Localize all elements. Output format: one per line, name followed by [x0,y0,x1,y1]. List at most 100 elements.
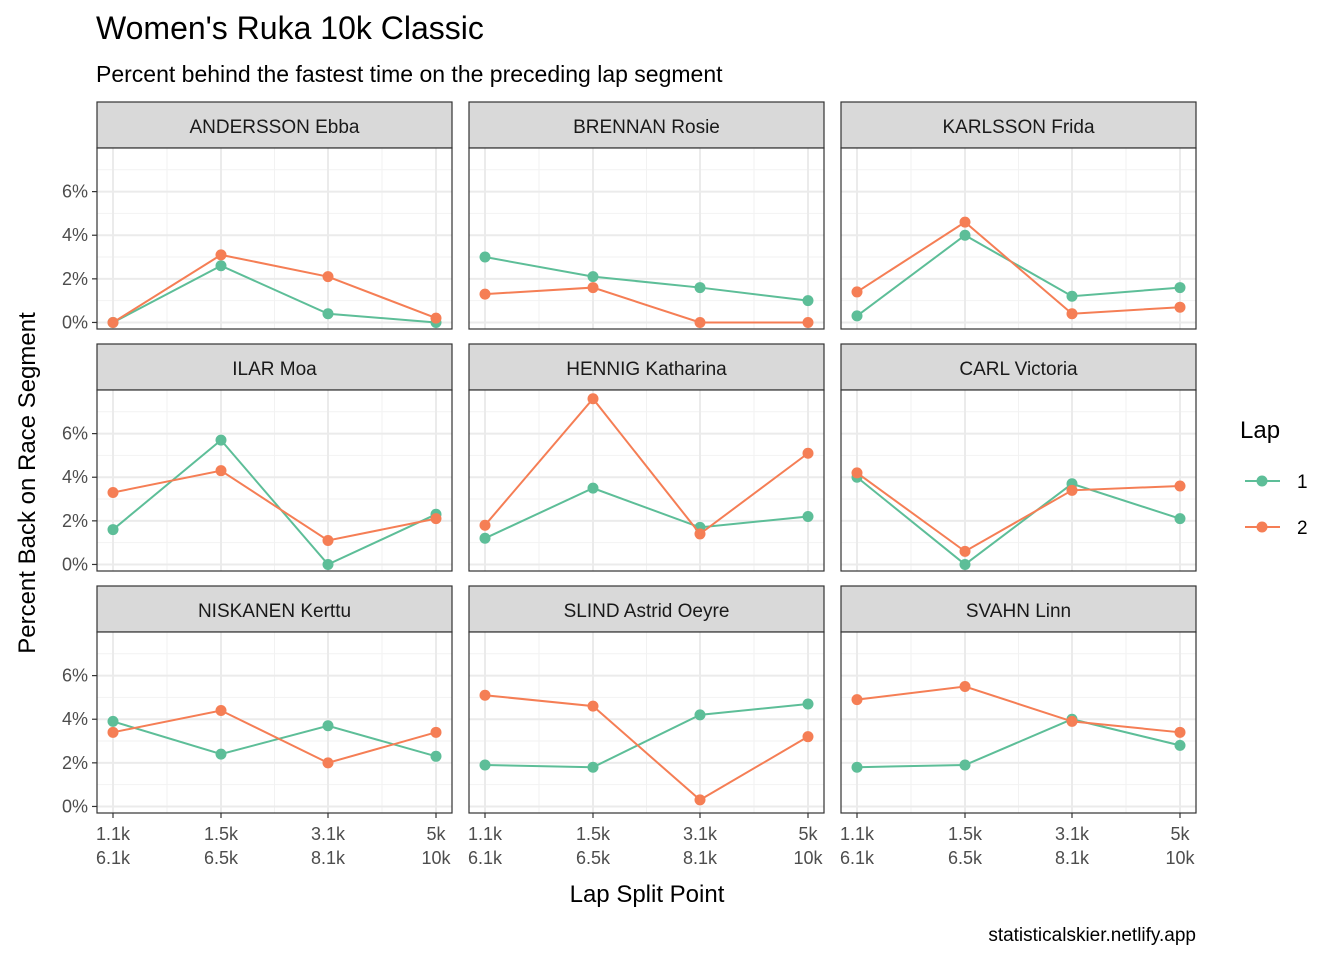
x-tick-label: 6.1k [96,848,131,868]
data-point-lap-1 [1066,290,1078,302]
data-point-lap-2 [215,465,227,477]
x-tick-label: 1.1k [96,824,131,844]
data-point-lap-2 [1066,308,1078,320]
series-line-lap-1 [856,476,1181,566]
data-point-lap-2 [107,726,119,738]
data-point-lap-2 [851,694,863,706]
data-point-lap-1 [959,558,971,570]
y-tick-label: 4% [62,225,88,245]
data-point-lap-2 [479,519,491,531]
panel-border [468,147,825,330]
data-point-lap-2 [215,249,227,261]
facet-panel: HENNIG Katharina [468,343,825,572]
panel-border [840,389,1197,572]
legend-entry-label: 2 [1297,518,1308,539]
data-point-lap-2 [959,216,971,228]
facet-strip [468,343,825,391]
y-tick-label: 6% [62,182,88,202]
facet-panels: ANDERSSON Ebba 0% 2% 4% 6% BRENNAN Rosie KARLS… [62,101,1197,868]
data-point-lap-1 [322,558,334,570]
legend-key-point [1256,475,1268,487]
x-tick-label: 5k [1170,824,1190,844]
data-point-lap-2 [1174,726,1186,738]
x-tick-label: 8.1k [311,848,346,868]
facet-strip [468,101,825,149]
facet-panel: NISKANEN Kerttu 0% 2% 4% 6% 1.1k 6.1k 1.5k 6.5k 3… [62,585,453,868]
x-tick-label: 3.1k [311,824,346,844]
x-tick-label: 10k [421,848,451,868]
data-point-lap-1 [587,271,599,283]
series-line-lap-1 [484,702,809,769]
facet-strip [96,343,453,391]
y-tick-label: 6% [62,424,88,444]
facet-panel: ILAR Moa 0% 2% 4% 6% [62,343,453,574]
x-tick-label: 1.5k [948,824,983,844]
series-line-lap-2 [856,472,1181,553]
data-point-lap-2 [479,288,491,300]
series-line-lap-1 [112,438,437,566]
data-point-lap-2 [1174,480,1186,492]
data-point-lap-2 [430,312,442,324]
x-tick-label: 1.5k [204,824,239,844]
y-tick-label: 0% [62,796,88,816]
data-point-lap-2 [802,447,814,459]
series-line-lap-2 [112,469,437,542]
data-point-lap-1 [1174,513,1186,525]
data-point-lap-2 [802,731,814,743]
facet-strip [840,585,1197,633]
data-point-lap-1 [107,524,119,536]
data-point-lap-2 [587,282,599,294]
facet-strip-label: CARL Victoria [959,359,1078,380]
data-point-lap-2 [322,271,334,283]
data-point-lap-1 [322,720,334,732]
y-tick-label: 0% [62,312,88,332]
x-tick-label: 3.1k [1055,824,1090,844]
data-point-lap-1 [587,482,599,494]
panel-border [468,389,825,572]
data-point-lap-1 [1174,739,1186,751]
x-tick-label: 8.1k [1055,848,1090,868]
facet-panel: KARLSSON Frida [840,101,1197,330]
data-point-lap-2 [959,545,971,557]
data-point-lap-1 [802,510,814,522]
data-point-lap-1 [479,532,491,544]
facet-strip-label: NISKANEN Kerttu [198,601,351,622]
series-line-lap-2 [484,694,809,802]
data-point-lap-1 [107,715,119,727]
legend-entry-label: 1 [1297,472,1308,493]
series-line-lap-1 [484,256,809,302]
facet-panel: SLIND Astrid Oeyre 1.1k 6.1k 1.5k 6.5k 3.1k 8.… [468,585,825,868]
facet-strip-label: SVAHN Linn [966,601,1071,622]
data-point-lap-1 [215,260,227,272]
data-point-lap-2 [107,486,119,498]
data-point-lap-2 [322,534,334,546]
data-point-lap-1 [802,295,814,307]
chart-title: Women's Ruka 10k Classic [96,10,484,46]
legend: Lap 1 2 [1240,417,1308,539]
facet-strip [96,585,453,633]
chart-subtitle: Percent behind the fastest time on the p… [96,61,723,87]
panel-border [840,631,1197,814]
x-tick-label: 3.1k [683,824,718,844]
panel-border [468,631,825,814]
series-line-lap-1 [856,718,1181,769]
facet-panel: ANDERSSON Ebba 0% 2% 4% 6% [62,101,453,332]
y-tick-label: 2% [62,269,88,289]
facet-panel: SVAHN Linn 1.1k 6.1k 1.5k 6.5k 3.1k 8.1k 5k 10k [840,585,1197,868]
data-point-lap-2 [430,513,442,525]
facet-panel: BRENNAN Rosie [468,101,825,330]
series-line-lap-2 [856,685,1181,734]
x-tick-label: 8.1k [683,848,718,868]
data-point-lap-2 [802,316,814,328]
x-tick-label: 1.5k [576,824,611,844]
facet-strip [840,101,1197,149]
series-line-lap-1 [112,720,437,758]
x-tick-label: 6.5k [576,848,611,868]
data-point-lap-1 [851,761,863,773]
x-tick-label: 6.1k [468,848,503,868]
x-tick-label: 10k [793,848,823,868]
x-tick-label: 6.1k [840,848,875,868]
data-point-lap-1 [479,759,491,771]
y-axis-title: Percent Back on Race Segment [14,312,41,654]
